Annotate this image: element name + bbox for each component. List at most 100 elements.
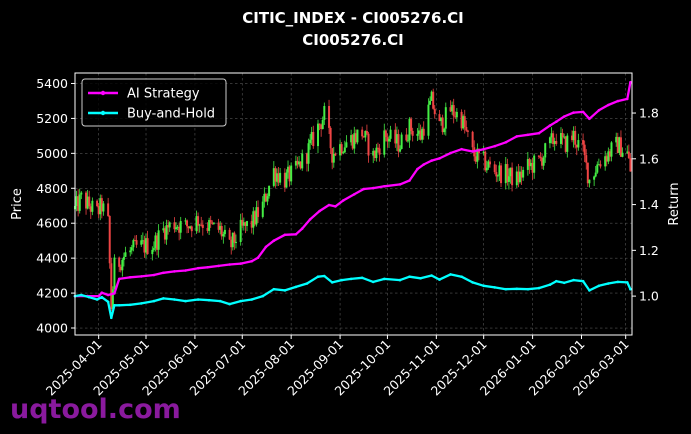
candle-body [274,168,277,182]
series-point-buy-hold [340,278,344,282]
candle-body [305,153,308,164]
candle-body [629,158,632,172]
series-point-buy-hold [555,279,558,283]
candle-body [618,137,621,153]
candle-body [572,130,575,141]
candle-body [389,129,392,139]
candle-body [279,172,282,183]
candle-body [277,173,280,183]
y-axis-right-label: Return [667,182,682,225]
series-point-ai-strategy [173,270,176,273]
candle-body [487,161,490,168]
candle-body [220,226,223,237]
series-point-buy-hold [430,274,433,277]
candle-body [283,172,286,188]
candle-body [462,116,465,129]
series-point-ai-strategy [581,110,585,114]
candle-body [78,194,81,211]
series-point-buy-hold [537,286,541,290]
candle-body [206,227,209,231]
series-point-buy-hold [629,287,632,291]
series-point-buy-hold [239,299,242,303]
candle-body [544,143,547,158]
candle-body [506,164,509,182]
candle-body [375,147,378,159]
candle-body [465,126,468,131]
series-point-buy-hold [218,299,222,303]
candle-body [124,252,127,257]
candle-body [553,141,556,144]
candle-body [495,172,498,177]
candle-body [405,134,408,141]
candle-body [452,105,455,117]
series-point-buy-hold [330,281,334,284]
series-point-buy-hold [515,287,519,291]
series-point-ai-strategy [250,260,253,263]
series-point-buy-hold [360,276,364,280]
candle-body [586,162,589,184]
series-point-buy-hold [152,299,156,303]
candle-body [323,106,326,120]
candle-body [384,130,387,138]
series-point-ai-strategy [162,271,165,275]
series-point-ai-strategy [362,187,366,191]
candle-body [463,116,466,127]
candle-body [566,135,569,152]
candle-body [397,134,400,152]
candle-body [400,134,403,149]
candle-body [507,176,510,182]
candle-body [353,133,356,149]
series-point-buy-hold [294,285,298,289]
series-point-ai-strategy [113,292,116,295]
y-right-tick-label: 1.6 [639,151,659,166]
candle-body [179,221,182,233]
series-point-buy-hold [548,283,552,287]
series-point-buy-hold [383,277,386,281]
series-point-buy-hold [471,281,474,284]
series-point-buy-hold [95,298,99,301]
candle-body [140,240,143,245]
candle-body [511,167,514,186]
candle-body [107,203,110,216]
candle-body [395,134,398,144]
candle-body [343,147,346,153]
candle-body [421,128,424,140]
candle-body [184,220,187,222]
series-point-buy-hold [588,289,591,292]
series-point-ai-strategy [334,205,337,208]
y-tick-label: 4000 [36,321,68,336]
candle-body [266,196,269,202]
candle-body [476,148,479,162]
candle-body [419,130,422,140]
candle-body [417,130,420,134]
candle-body [275,173,278,182]
candle-body [531,162,534,173]
candle-body [627,151,630,159]
candle-body [373,150,376,159]
candle-body [351,135,354,149]
series-point-ai-strategy [626,97,629,101]
candle-body [451,105,454,112]
candle-body [151,249,154,255]
candle-body [443,128,446,133]
candle-body [555,141,558,144]
series-point-buy-hold [110,316,113,320]
series-point-ai-strategy [515,135,519,138]
series-point-buy-hold [493,286,497,289]
candle-body [239,219,242,242]
candle-body [329,127,332,149]
y-tick-label: 4200 [36,286,68,301]
series-point-buy-hold [316,275,320,279]
series-point-ai-strategy [588,117,591,121]
candle-body [312,131,315,147]
candle-body [231,232,234,248]
candle-body [285,172,288,188]
candle-body [441,117,444,133]
candle-body [113,257,116,290]
candle-body [444,107,447,129]
series-point-ai-strategy [607,103,610,107]
candle-body [460,111,463,129]
candle-body [432,91,435,109]
candle-body [255,207,258,225]
